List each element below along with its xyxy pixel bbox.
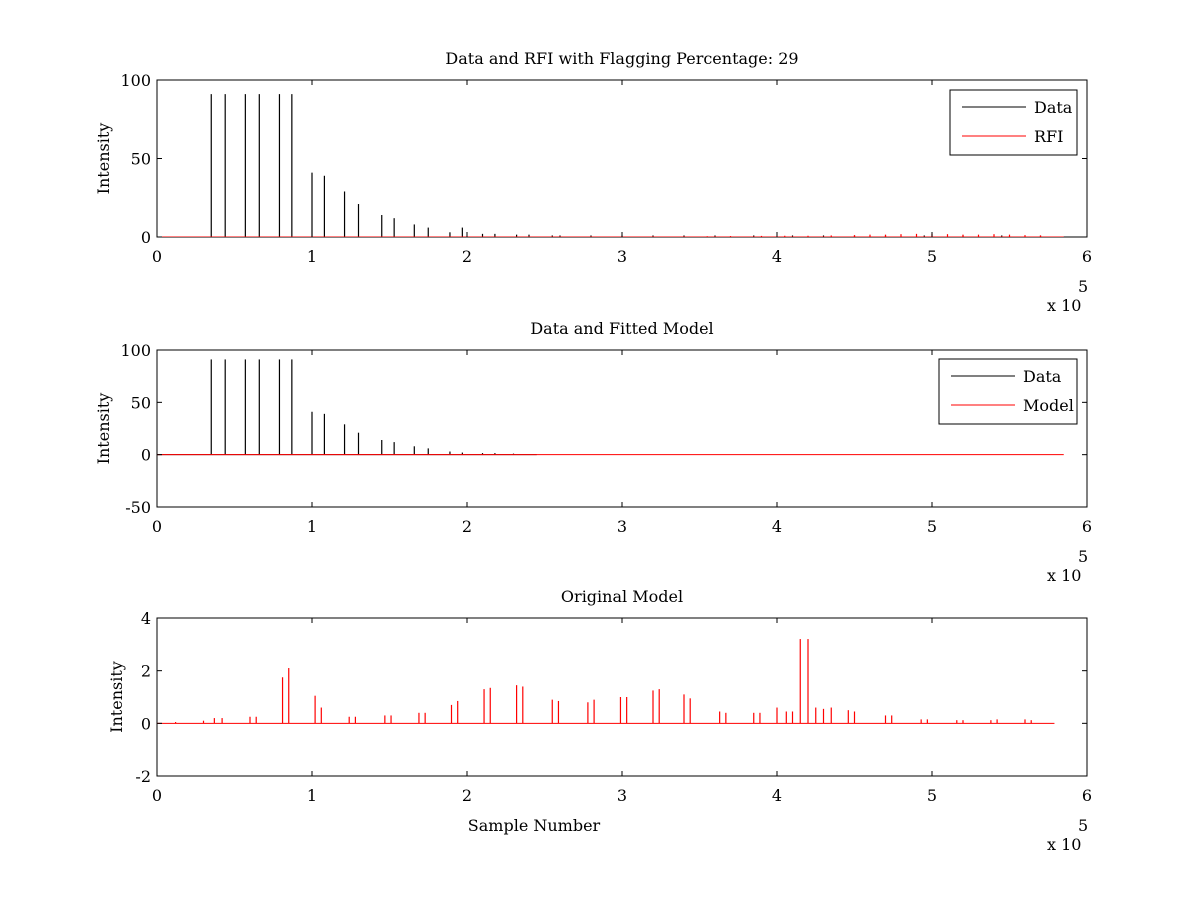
x-multiplier-exponent: 5 — [1078, 547, 1088, 566]
y-tick-label: 0 — [141, 446, 151, 465]
x-tick-label: 5 — [927, 517, 937, 536]
plot-area — [156, 617, 1088, 777]
x-tick-label: 4 — [772, 247, 782, 266]
x-tick-label: 1 — [307, 517, 317, 536]
chart-title: Data and RFI with Flagging Percentage: 2… — [445, 49, 798, 68]
x-tick-label: 6 — [1082, 517, 1092, 536]
y-tick-label: 100 — [120, 71, 151, 90]
plot-area — [156, 79, 1088, 238]
x-multiplier-exponent: 5 — [1078, 816, 1088, 835]
x-tick-label: 3 — [617, 517, 627, 536]
x-multiplier-label: x 10 — [1047, 296, 1081, 315]
x-tick-label: 5 — [927, 247, 937, 266]
y-axis-label: Intensity — [107, 661, 126, 733]
y-tick-label: 100 — [120, 341, 151, 360]
x-tick-label: 5 — [927, 786, 937, 805]
y-tick-label: 50 — [131, 150, 151, 169]
y-axis-label: Intensity — [94, 393, 113, 465]
x-multiplier-label: x 10 — [1047, 835, 1081, 854]
x-tick-label: 6 — [1082, 247, 1092, 266]
x-tick-label: 1 — [307, 247, 317, 266]
legend-entry-2: RFI — [1034, 127, 1063, 146]
x-tick-label: 4 — [772, 517, 782, 536]
x-tick-label: 0 — [152, 247, 162, 266]
chart-title: Original Model — [561, 587, 683, 606]
y-tick-label: 2 — [141, 662, 151, 681]
y-axis-label: Intensity — [94, 123, 113, 195]
x-tick-label: 2 — [462, 517, 472, 536]
legend-entry-1: Data — [1023, 367, 1062, 386]
x-tick-label: 3 — [617, 247, 627, 266]
series-group — [157, 639, 1055, 724]
legend-entry-2: Model — [1023, 396, 1074, 415]
y-tick-label: -50 — [125, 498, 151, 517]
x-tick-label: 2 — [462, 786, 472, 805]
series-group — [157, 94, 1064, 237]
x-tick-label: 2 — [462, 247, 472, 266]
x-tick-label: 6 — [1082, 786, 1092, 805]
legend-entry-1: Data — [1034, 98, 1073, 117]
chart-title: Data and Fitted Model — [530, 319, 713, 338]
legend: Data RFI — [949, 89, 1078, 156]
x-tick-label: 3 — [617, 786, 627, 805]
x-multiplier-label: x 10 — [1047, 566, 1081, 585]
y-tick-label: 0 — [141, 228, 151, 247]
x-tick-label: 4 — [772, 786, 782, 805]
legend: Data Model — [938, 358, 1078, 425]
x-axis-label: Sample Number — [468, 816, 601, 835]
series-group — [157, 359, 1064, 456]
x-multiplier-exponent: 5 — [1078, 277, 1088, 296]
y-tick-label: 4 — [141, 609, 151, 628]
y-tick-label: 50 — [131, 393, 151, 412]
y-tick-label: 0 — [141, 714, 151, 733]
x-tick-label: 0 — [152, 517, 162, 536]
legend-box — [949, 89, 1078, 156]
legend-box — [938, 358, 1078, 425]
x-tick-label: 0 — [152, 786, 162, 805]
x-tick-label: 1 — [307, 786, 317, 805]
y-tick-label: -2 — [135, 767, 151, 786]
